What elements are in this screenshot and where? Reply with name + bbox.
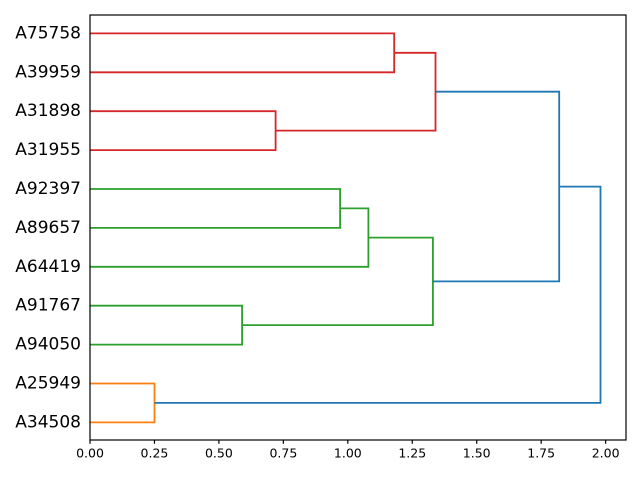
leaf-label-A94050: A94050 xyxy=(15,335,81,355)
leaf-label-A64419: A64419 xyxy=(15,257,81,277)
leaf-label-A34508: A34508 xyxy=(15,412,81,432)
x-tick-label: 1.25 xyxy=(398,446,426,461)
leaf-label-A89657: A89657 xyxy=(15,218,81,238)
x-tick-label: 1.00 xyxy=(334,446,362,461)
plot-border xyxy=(89,14,627,441)
x-tick-label: 0.25 xyxy=(141,446,169,461)
leaf-label-A75758: A75758 xyxy=(15,23,81,43)
x-tick-label: 1.50 xyxy=(463,446,491,461)
x-tick-label: 2.00 xyxy=(592,446,620,461)
x-tick-label: 0.75 xyxy=(269,446,297,461)
leaf-label-A31955: A31955 xyxy=(15,140,81,160)
dendrogram-link-M9 xyxy=(154,185,602,404)
x-tick-label: 1.75 xyxy=(527,446,555,461)
x-tick-label: 0.50 xyxy=(205,446,233,461)
leaf-label-A91767: A91767 xyxy=(15,296,81,316)
leaf-label-A25949: A25949 xyxy=(15,374,81,394)
x-tick-label: 0.00 xyxy=(76,446,104,461)
leaf-label-A92397: A92397 xyxy=(15,179,81,199)
leaf-label-A31898: A31898 xyxy=(15,101,81,121)
leaf-label-A39959: A39959 xyxy=(15,62,81,82)
